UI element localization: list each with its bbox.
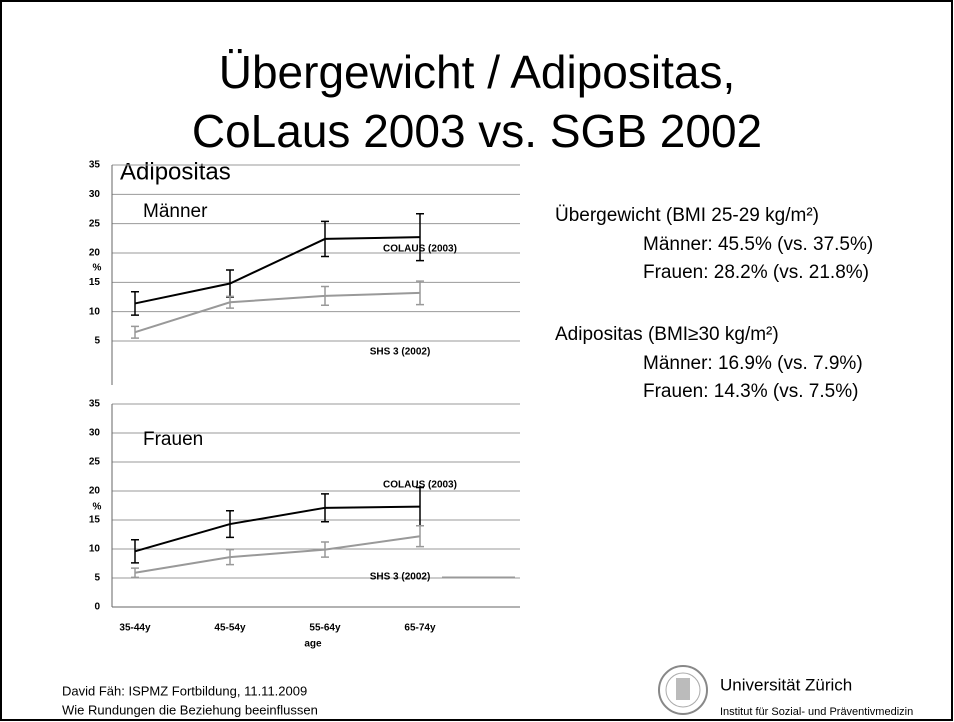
info-heading: Adipositas (BMI≥30 kg/m²) (555, 324, 779, 345)
logo (658, 665, 708, 715)
error-bar (416, 280, 424, 306)
y-tick-label: 5 (94, 573, 100, 584)
error-bar (416, 525, 424, 548)
error-bar (321, 220, 329, 258)
info-line: Frauen: 28.2% (vs. 21.8%) (643, 262, 869, 283)
error-bar (321, 285, 329, 306)
error-bar (416, 212, 424, 262)
y-tick-label: 15 (89, 515, 101, 526)
x-tick-label: 65-74y (404, 623, 436, 634)
title: Übergewicht / Adipositas, (219, 46, 736, 98)
error-bar (321, 541, 329, 558)
logo-seal (665, 672, 701, 708)
error-bar (226, 548, 234, 566)
x-tick-label: 45-54y (214, 623, 246, 634)
series-line (134, 236, 421, 305)
y-tick-label: 30 (89, 428, 101, 439)
logo-building (676, 678, 690, 700)
y-axis-label: % (93, 263, 102, 274)
series-line (134, 535, 421, 574)
series-label: COLAUS (2003) (383, 480, 457, 491)
error-bar (131, 325, 139, 339)
y-tick-label: 20 (89, 248, 101, 259)
chart-subtitle: Männer (143, 201, 208, 222)
info-line: Frauen: 14.3% (vs. 7.5%) (643, 381, 858, 402)
y-tick-label: 35 (89, 160, 101, 171)
footer-text: Wie Rundungen die Beziehung beeinflussen (62, 702, 318, 717)
series-line (134, 505, 421, 553)
x-axis-label: age (304, 639, 322, 650)
chart-subtitle: Frauen (143, 429, 203, 450)
logo-name: Universität Zürich (720, 675, 852, 694)
error-bar (321, 493, 329, 523)
footer-text: David Fäh: ISPMZ Fortbildung, 11.11.2009 (62, 683, 307, 698)
info-heading: Übergewicht (BMI 25-29 kg/m²) (555, 205, 819, 226)
y-tick-label: 20 (89, 486, 101, 497)
error-bar (226, 295, 234, 309)
error-bar (226, 509, 234, 539)
series-label: SHS 3 (2002) (370, 347, 431, 358)
section-title: Adipositas (120, 158, 231, 185)
error-bar (131, 538, 139, 564)
y-tick-label: 25 (89, 218, 101, 229)
y-tick-label: 10 (89, 544, 101, 555)
series-label: SHS 3 (2002) (370, 572, 431, 583)
series-label: COLAUS (2003) (383, 244, 457, 255)
y-tick-label: 25 (89, 457, 101, 468)
y-tick-label: 35 (89, 399, 101, 410)
info-line: Männer: 16.9% (vs. 7.9%) (643, 353, 863, 374)
y-tick-label: 30 (89, 189, 101, 200)
series-line (134, 291, 421, 334)
title: CoLaus 2003 vs. SGB 2002 (192, 105, 762, 157)
y-tick-label: 0 (94, 602, 100, 613)
error-bar (131, 567, 139, 579)
logo-institute: Institut für Sozial- und Präventivmedizi… (720, 706, 913, 718)
info-line: Männer: 45.5% (vs. 37.5%) (643, 234, 873, 255)
y-tick-label: 15 (89, 277, 101, 288)
x-tick-label: 55-64y (309, 623, 341, 634)
x-tick-label: 35-44y (119, 623, 151, 634)
y-axis-label: % (93, 502, 102, 513)
y-tick-label: 5 (94, 336, 100, 347)
logo-seal (658, 665, 708, 715)
error-bar (131, 290, 139, 316)
y-tick-label: 10 (89, 306, 101, 317)
